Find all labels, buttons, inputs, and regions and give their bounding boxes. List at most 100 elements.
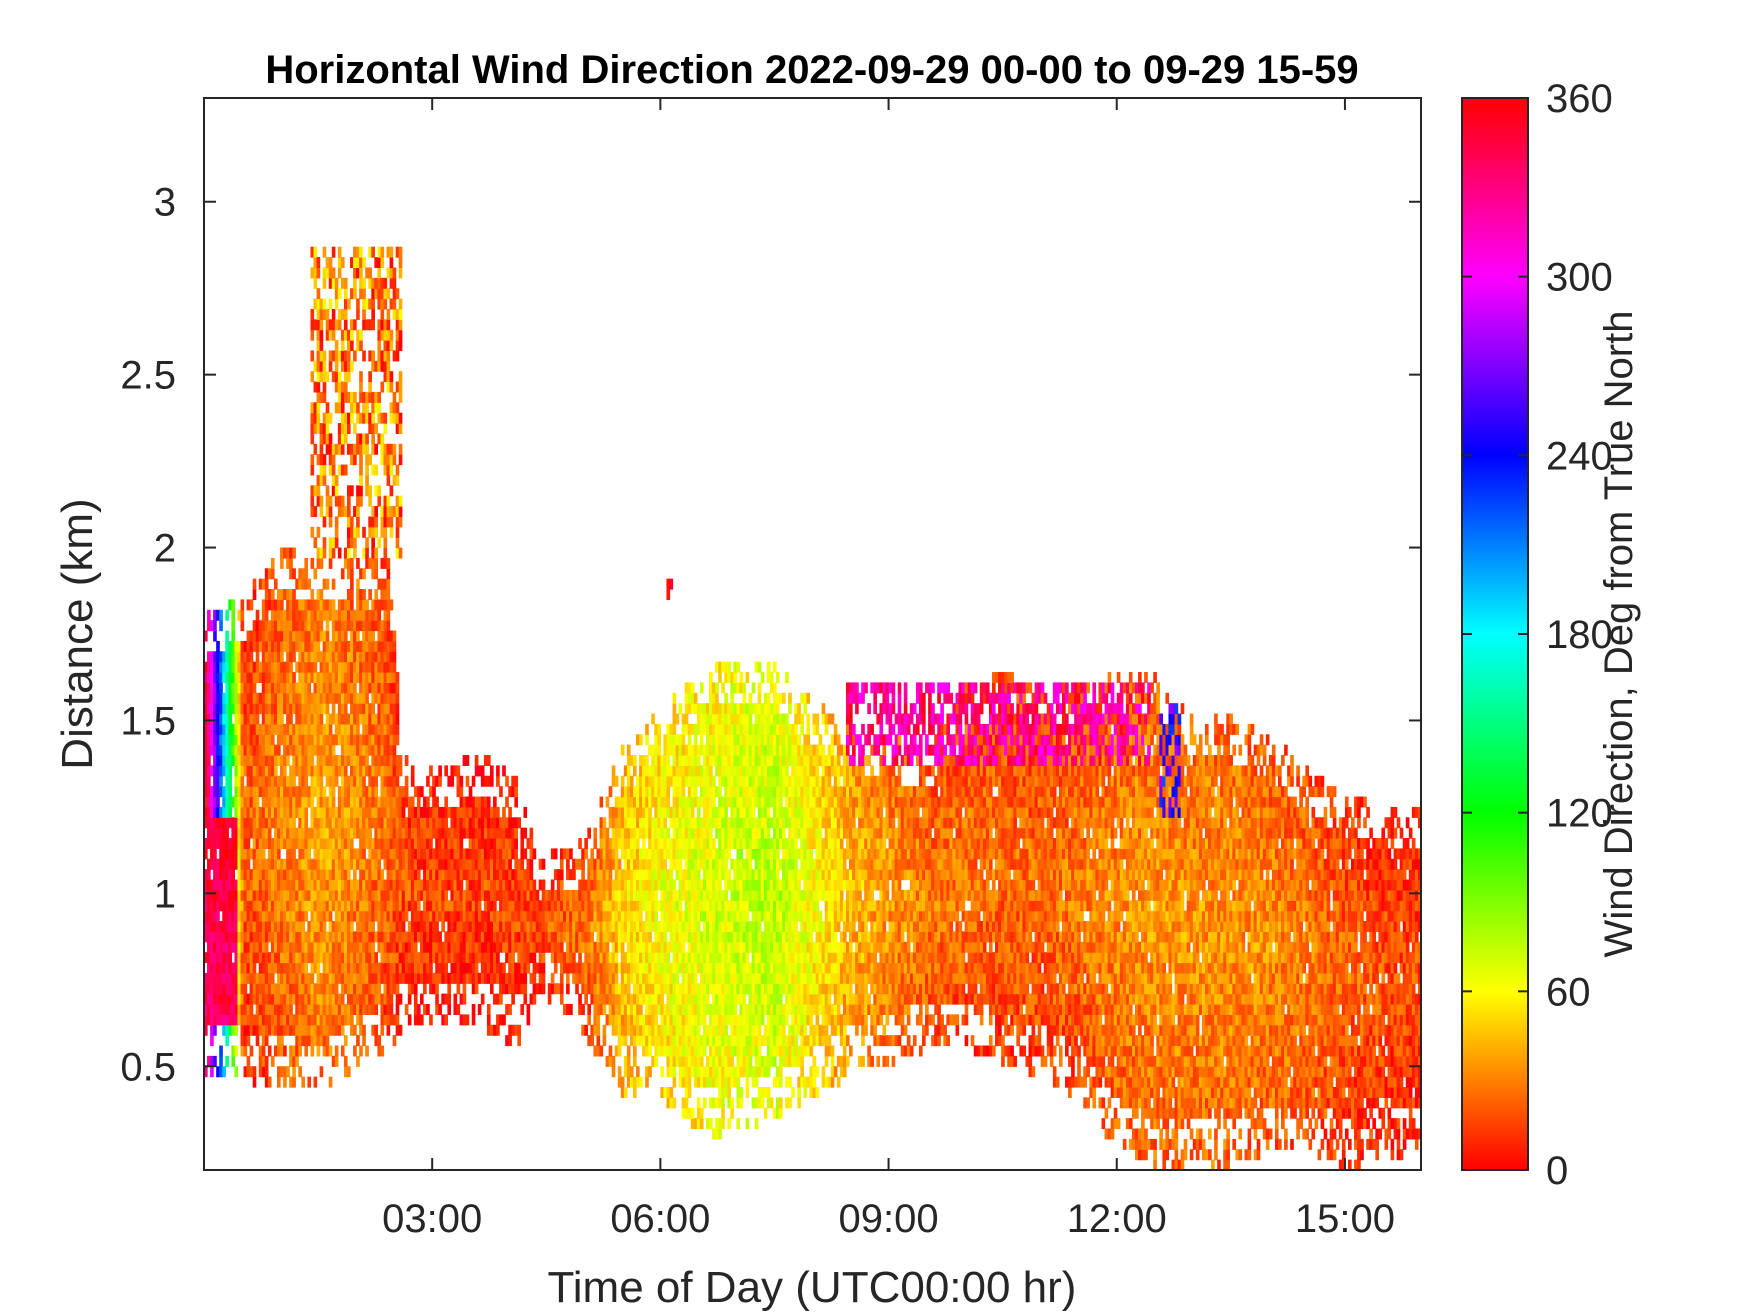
heat-cell — [207, 692, 211, 704]
heat-cell — [249, 651, 254, 663]
heat-cell — [252, 962, 257, 974]
heat-cell — [246, 962, 251, 974]
heat-cell — [298, 755, 302, 767]
heat-cell — [496, 1024, 500, 1036]
heat-cell — [316, 412, 321, 424]
heat-cell — [261, 921, 266, 932]
heat-cell — [331, 786, 336, 798]
heat-cell — [225, 796, 229, 808]
heat-cell — [350, 288, 354, 300]
heat-cell — [353, 1045, 357, 1057]
heat-cell — [207, 993, 211, 1005]
heat-cell — [261, 817, 266, 829]
heat-cell — [286, 723, 290, 735]
heat-cell — [328, 277, 333, 289]
heat-cell — [289, 640, 293, 652]
heat-cell — [255, 692, 260, 704]
heat-cell — [286, 858, 290, 870]
heat-cell — [328, 879, 333, 891]
heat-cell — [541, 879, 546, 891]
heat-cell — [346, 962, 351, 974]
heat-cell — [216, 838, 220, 849]
heat-cell — [356, 298, 360, 310]
heat-cell — [289, 599, 293, 611]
heat-cell — [346, 972, 351, 984]
heat-cell — [316, 703, 321, 715]
heat-cell — [608, 1045, 613, 1057]
heat-cell — [252, 838, 257, 849]
heat-cell — [304, 962, 309, 974]
heat-cell — [255, 1014, 260, 1026]
heat-cell — [219, 869, 223, 881]
heat-cell — [204, 1004, 208, 1015]
heat-cell — [283, 900, 287, 912]
heat-cell — [374, 952, 379, 964]
heat-cell — [377, 267, 382, 279]
heat-cell — [362, 288, 366, 300]
heat-cell — [277, 1035, 281, 1047]
heat-cell — [350, 682, 354, 694]
heat-cell — [301, 651, 306, 663]
heat-cell — [234, 983, 239, 995]
heat-cell — [319, 630, 324, 642]
heat-cell — [210, 796, 214, 808]
heat-cell — [225, 661, 229, 673]
heat-cell — [255, 651, 260, 663]
heat-cell — [620, 941, 625, 953]
heat-cell — [213, 931, 217, 943]
heat-cell — [374, 547, 379, 559]
heat-cell — [340, 1045, 345, 1057]
heat-cell — [322, 1035, 327, 1047]
heat-cell — [234, 931, 239, 943]
heat-cell — [249, 1014, 254, 1026]
heat-cell — [359, 340, 363, 352]
heat-cell — [313, 620, 318, 632]
heat-cell — [246, 599, 251, 611]
heat-cell — [340, 921, 345, 932]
heat-cell — [267, 972, 272, 984]
heat-cell — [398, 755, 403, 767]
heat-cell — [243, 744, 248, 756]
heat-cell — [343, 1035, 348, 1047]
heat-cell — [346, 1004, 351, 1015]
heat-cell — [216, 661, 220, 673]
heat-cell — [277, 1004, 281, 1015]
heat-cell — [280, 640, 284, 652]
heat-cell — [398, 412, 403, 424]
heat-cell — [301, 921, 306, 932]
heat-cell — [298, 651, 302, 663]
heat-cell — [346, 692, 351, 704]
heat-cell — [356, 1014, 360, 1026]
heat-cell — [319, 827, 324, 839]
heat-cell — [234, 640, 239, 652]
heat-cell — [207, 972, 211, 984]
heat-cell — [216, 703, 220, 715]
heat-cell — [374, 568, 379, 580]
heat-cell — [310, 402, 315, 414]
heat-cell — [243, 848, 248, 860]
heat-cell — [228, 900, 232, 912]
heat-cell — [313, 703, 318, 715]
heat-cell — [368, 267, 372, 279]
heat-cell — [207, 879, 211, 891]
heat-cell — [252, 682, 257, 694]
heat-cell — [273, 755, 278, 767]
heat-cell — [343, 734, 348, 746]
heat-cell — [356, 921, 360, 932]
heat-cell — [243, 921, 248, 932]
heat-cell — [325, 744, 330, 756]
heat-cell — [322, 1014, 327, 1026]
heat-cell — [362, 277, 366, 289]
heat-cell — [301, 941, 306, 953]
heat-cell — [383, 277, 388, 289]
heat-cell — [286, 651, 290, 663]
heat-cell — [325, 900, 330, 912]
heat-cell — [420, 786, 424, 798]
heat-cell — [213, 962, 217, 974]
heat-cell — [295, 806, 299, 818]
heat-cell — [350, 620, 354, 632]
heat-cell — [645, 1076, 649, 1088]
heat-cell — [222, 848, 226, 860]
heat-cell — [334, 1045, 339, 1057]
heat-cell — [234, 910, 239, 922]
